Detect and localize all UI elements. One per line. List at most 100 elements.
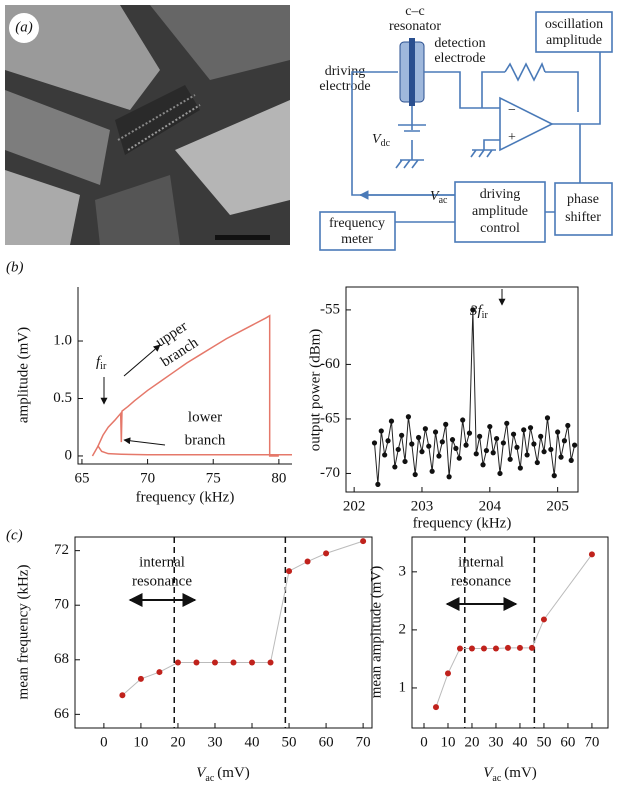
- data-point: [521, 427, 527, 433]
- data-point: [415, 434, 422, 441]
- annotation: internal: [139, 554, 185, 570]
- data-point: [360, 538, 367, 545]
- diagram-label: phase: [567, 192, 599, 207]
- data-point: [385, 438, 391, 444]
- y-tick-label: 0: [65, 447, 73, 463]
- annotation: branch: [185, 432, 226, 448]
- x-axis-label: Vac (mV): [196, 765, 250, 784]
- data-point: [477, 433, 483, 439]
- data-point: [490, 450, 496, 456]
- plot-frame: [411, 536, 609, 729]
- data-point: [541, 449, 547, 455]
- data-point: [432, 704, 439, 711]
- diagram-label: meter: [341, 232, 373, 247]
- data-point: [540, 616, 547, 623]
- data-point: [371, 440, 378, 446]
- x-tick-label: 50: [282, 734, 297, 750]
- x-tick-label: 30: [207, 734, 222, 750]
- data-point: [534, 459, 540, 466]
- diagram-label: electrode: [434, 51, 485, 66]
- diagram-label: driving: [480, 187, 520, 202]
- y-tick-label: 3: [399, 563, 407, 579]
- data-point: [470, 307, 476, 313]
- y-tick-label: -65: [320, 410, 340, 426]
- data-point: [504, 420, 510, 426]
- panel-label: (a): [15, 19, 33, 35]
- x-tick-label: 20: [464, 734, 479, 750]
- data-point: [137, 675, 144, 682]
- data-point: [483, 447, 490, 454]
- diagram-label: amplitude: [546, 33, 602, 48]
- data-point: [466, 430, 473, 436]
- data-point: [388, 418, 395, 424]
- diagram-label: resonator: [389, 19, 441, 34]
- diagram-label: −: [508, 103, 516, 118]
- data-point: [561, 438, 568, 444]
- data-point: [551, 473, 557, 479]
- x-tick-label: 70: [140, 470, 155, 486]
- data-point: [323, 550, 330, 557]
- y-tick-label: 0.5: [53, 390, 72, 406]
- annotation: resonance: [451, 573, 511, 589]
- data-line: [97, 445, 292, 456]
- y-tick-label: 72: [54, 542, 69, 558]
- y-tick-label: -70: [320, 465, 340, 481]
- data-point: [456, 645, 463, 652]
- y-tick-label: 1.0: [53, 332, 72, 348]
- diagram-label: amplitude: [472, 204, 528, 219]
- data-point: [473, 451, 479, 457]
- data-point: [382, 452, 388, 458]
- y-tick-label: 1: [399, 679, 407, 695]
- data-point: [193, 659, 200, 666]
- data-point: [504, 644, 511, 651]
- x-axis-label: Vac (mV): [483, 765, 537, 784]
- x-tick-label: 30: [488, 734, 503, 750]
- data-point: [409, 441, 415, 447]
- data-point: [487, 423, 493, 430]
- data-point: [453, 445, 459, 451]
- y-tick-label: 68: [54, 651, 69, 667]
- annotation: internal: [458, 554, 504, 570]
- data-point: [500, 440, 506, 446]
- diagram-label: oscillation: [545, 17, 603, 32]
- y-axis-label: output power (dBm): [307, 329, 323, 451]
- data-point: [378, 428, 384, 434]
- data-point: [517, 465, 523, 471]
- data-point: [286, 568, 293, 575]
- data-point: [528, 644, 535, 651]
- x-axis-label: frequency (kHz): [413, 515, 512, 531]
- diagram-label: frequency: [329, 216, 385, 231]
- data-point: [463, 442, 469, 448]
- data-point: [392, 464, 398, 470]
- y-tick-label: 2: [399, 621, 407, 637]
- data-point: [468, 645, 475, 652]
- diagram-label: Vac: [430, 189, 448, 206]
- data-point: [514, 444, 520, 450]
- data-point: [439, 439, 445, 445]
- data-line: [91, 314, 279, 457]
- data-point: [422, 426, 428, 432]
- diagram-label: control: [480, 221, 520, 236]
- data-point: [444, 670, 451, 677]
- x-tick-label: 60: [319, 734, 334, 750]
- x-tick-label: 50: [536, 734, 551, 750]
- data-point: [507, 456, 513, 462]
- x-axis-label: frequency (kHz): [136, 489, 235, 505]
- annotation: 3fir: [469, 303, 488, 321]
- x-tick-label: 75: [206, 470, 221, 486]
- x-tick-label: 60: [560, 734, 575, 750]
- y-tick-label: 66: [54, 706, 70, 722]
- x-tick-label: 65: [74, 470, 89, 486]
- data-point: [405, 414, 412, 420]
- data-point: [432, 429, 439, 435]
- data-point: [493, 435, 500, 442]
- data-point: [492, 645, 499, 652]
- circuit-diagram: c–c resonator detection electrode drivin…: [319, 4, 613, 251]
- data-point: [419, 449, 425, 455]
- data-point: [572, 442, 578, 448]
- y-tick-label: -60: [320, 356, 340, 372]
- diagram-label: +: [508, 130, 516, 145]
- data-point: [544, 415, 551, 421]
- data-point: [211, 659, 218, 666]
